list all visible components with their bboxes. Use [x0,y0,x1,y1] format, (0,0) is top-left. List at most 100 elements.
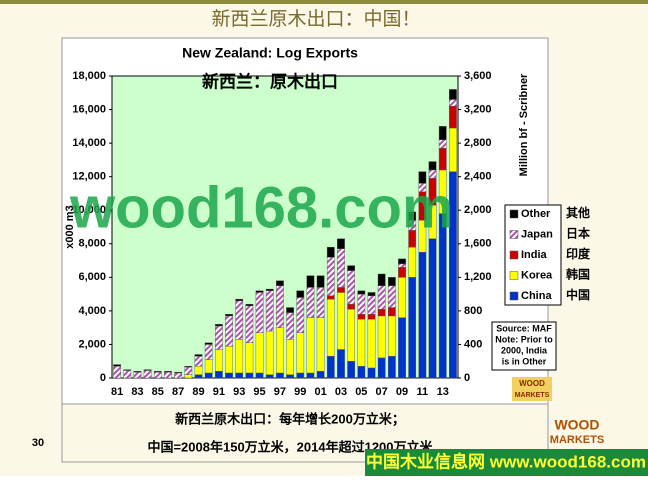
bar-segment [377,315,386,359]
bar-segment [357,293,366,315]
legend-label: India [521,249,548,261]
y2-tick-label: 400 [464,338,482,350]
bar-segment [153,371,162,379]
bar-segment [204,342,213,345]
bar-segment [164,371,172,379]
logo-small [512,377,552,401]
y2-tick-label: 3,200 [464,103,492,115]
x-tick-label: 99 [294,386,306,398]
bar-segment [143,369,152,371]
bar-segment [408,211,417,221]
bar-segment [214,324,223,327]
bar-segment [296,290,305,298]
y2-tick-label: 2,800 [464,137,492,149]
bar-segment [337,238,345,250]
bar-segment [184,366,193,375]
bar-segment [296,332,305,374]
y2-tick-label: 0 [464,372,470,384]
bar-segment [357,290,366,295]
bar-segment [316,317,325,372]
x-tick-label: 81 [111,386,123,398]
bar-segment [398,317,406,379]
y2-tick-label: 3,600 [464,70,492,82]
slide-title: 新西兰原木出口：中国！ [211,8,420,30]
bar-segment [143,370,152,379]
bar-segment [174,372,183,379]
bar-segment [306,275,315,288]
bar-segment [306,317,315,374]
bar-segment [194,354,203,357]
bar-segment [214,349,223,372]
y2-tick-label: 800 [464,305,482,317]
legend-label: China [521,290,552,302]
bar-segment [214,325,223,350]
bar-segment [449,127,457,172]
y-tick-label: 14,000 [72,137,106,149]
y-tick-label: 8,000 [78,238,106,250]
source-note: Note: Prior to [495,334,553,344]
bar-segment [387,315,396,357]
bar-segment [438,139,447,149]
bar-segment [184,374,193,379]
bar-segment [438,147,447,171]
bar-segment [225,345,233,374]
bar-segment [276,280,284,286]
bar-segment [204,359,213,374]
bar-segment [235,339,244,374]
y2-tick-label: 1,600 [464,238,492,250]
bar-segment [204,344,213,360]
bar-segment [255,290,264,293]
bar-segment [214,371,223,379]
bar-segment [316,275,325,288]
bar-segment [347,303,356,310]
legend-label-cn: 中国 [566,287,590,302]
bar-segment [377,273,386,286]
bar-segment [306,372,315,379]
bar-segment [347,309,356,362]
bar-segment [286,339,294,375]
bar-segment [408,246,417,278]
watermark: wood168.com [69,175,454,240]
bar-segment [245,305,254,343]
bar-segment [449,89,457,100]
legend-label-cn: 韩国 [566,267,590,282]
legend-label-cn: 日本 [566,226,590,241]
bar-segment [377,357,386,379]
legend-label: Japan [521,228,553,240]
bar-segment [367,314,376,320]
bar-segment [286,307,294,313]
bar-segment [286,312,294,340]
y-tick-label: 10,000 [72,204,106,216]
bar-segment [296,297,305,333]
logo-small-text: MARKETS [515,392,550,399]
bar-segment [398,263,406,268]
bar-segment [326,257,335,296]
bar-segment [194,355,203,367]
y2-tick-label: 1,200 [464,271,492,283]
bar-segment [347,361,356,379]
bar-segment [133,371,142,379]
bar-segment [398,267,406,278]
bar-segment [347,270,356,305]
x-tick-label: 11 [417,386,429,398]
bar-segment [276,372,284,379]
bar-segment [306,287,315,318]
page-number: 30 [32,437,44,449]
top-bar [0,0,648,4]
source-note: 2000, India [501,345,548,355]
x-tick-label: 91 [213,386,225,398]
bar-segment [398,277,406,318]
legend-swatch [509,271,519,280]
bar-segment [235,372,244,379]
note: 中国=2008年150万立米，2014年超过1200万立米 [147,439,433,454]
footer-text: 中国木业信息网 www.wood168.com [366,451,646,471]
bar-segment [387,307,396,317]
bar-segment [357,366,366,379]
bar-segment [367,319,376,369]
bar-segment [357,319,366,367]
bar-segment [255,372,264,379]
chart-title: New Zealand: Log Exports [182,45,358,61]
bar-segment [113,364,121,367]
bar-segment [367,367,376,379]
x-tick-label: 07 [376,386,388,398]
